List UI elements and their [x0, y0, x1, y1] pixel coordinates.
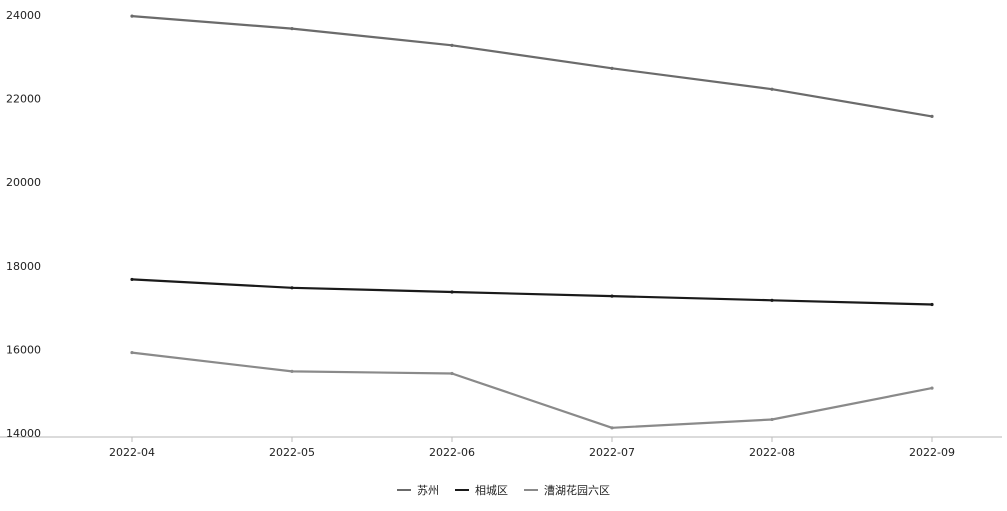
data-point — [930, 114, 934, 119]
series-line — [130, 15, 934, 118]
legend-label: 漕湖花园六区 — [544, 483, 610, 497]
y-tick-label: 14000 — [6, 427, 41, 440]
x-tick-label: 2022-07 — [589, 446, 635, 459]
data-point — [930, 302, 934, 307]
x-tick-label: 2022-05 — [269, 446, 315, 459]
data-point — [130, 14, 134, 18]
data-point — [770, 87, 774, 91]
data-point — [610, 294, 614, 298]
x-tick-label: 2022-09 — [909, 446, 955, 459]
data-point — [610, 426, 614, 430]
data-point — [770, 417, 774, 422]
data-point — [450, 43, 454, 47]
series-line — [130, 278, 934, 306]
data-point — [450, 371, 454, 376]
legend-item: 漕湖花园六区 — [524, 483, 610, 497]
x-tick-label: 2022-06 — [429, 446, 475, 459]
y-tick-label: 24000 — [6, 9, 41, 22]
data-point — [290, 369, 294, 373]
y-tick-label: 20000 — [6, 176, 41, 189]
x-tick-label: 2022-08 — [749, 446, 795, 459]
data-point — [610, 66, 614, 70]
data-point — [130, 277, 134, 282]
data-point — [290, 27, 294, 31]
legend-item: 苏州 — [397, 484, 439, 497]
x-tick-label: 2022-04 — [109, 446, 155, 459]
y-tick-label: 18000 — [6, 260, 41, 273]
y-tick-label: 22000 — [6, 93, 41, 106]
data-point — [450, 290, 454, 294]
data-point — [290, 286, 294, 290]
legend-label: 苏州 — [417, 484, 439, 497]
legend: 苏州 相城区 漕湖花园六区 — [397, 483, 610, 497]
y-tick-label: 16000 — [6, 343, 41, 356]
data-point — [930, 386, 934, 390]
legend-item: 相城区 — [455, 484, 508, 497]
legend-label: 相城区 — [475, 484, 508, 497]
series-line — [130, 351, 934, 429]
data-point — [770, 298, 774, 302]
data-point — [130, 350, 134, 355]
